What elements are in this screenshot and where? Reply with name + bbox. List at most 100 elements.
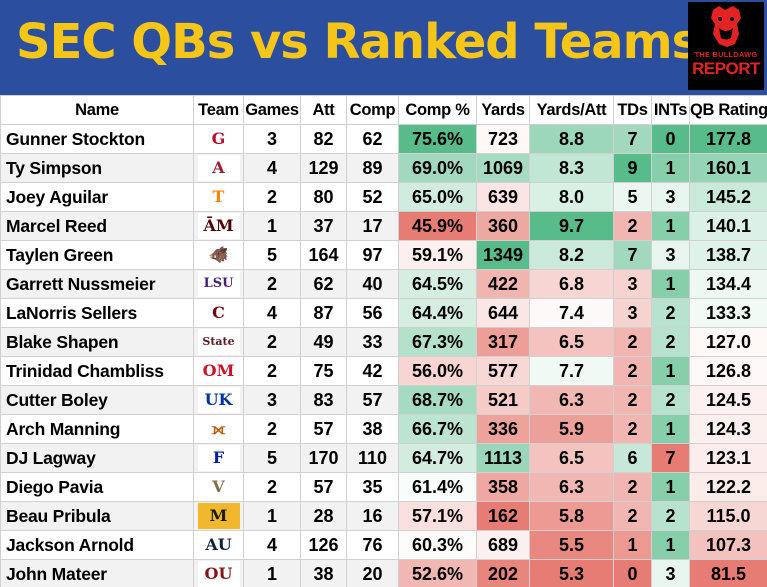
stat-yards: 521 [476, 385, 530, 415]
logo-line1: THE BULLDAWG [694, 50, 758, 59]
texas-am-icon: ĀM [197, 213, 240, 239]
column-header: Comp % [398, 95, 477, 125]
stat-yards: 336 [476, 414, 530, 444]
stat-att: 37 [300, 211, 347, 241]
table-row: Jackson Arnold AU 4 126 76 60.3% 689 5.5 1 1 107.3 [0, 530, 767, 560]
stat-ints: 2 [651, 501, 690, 531]
stat-att: 75 [300, 356, 347, 386]
stat-ypa: 5.3 [529, 559, 614, 587]
stat-tds: 7 [613, 124, 652, 154]
stat-ints: 1 [651, 414, 690, 444]
page-title: SEC QBs vs Ranked Teams [16, 14, 700, 70]
stat-ints: 2 [651, 385, 690, 415]
stat-comp-pct: 67.3% [398, 327, 477, 357]
column-header: Name [0, 95, 194, 125]
florida-gator-icon: F [197, 445, 240, 471]
player-name: DJ Lagway [0, 443, 194, 473]
stat-comp: 76 [346, 530, 399, 560]
stat-comp: 17 [346, 211, 399, 241]
stat-games: 2 [243, 269, 301, 299]
stat-rating: 127.0 [689, 327, 767, 357]
team-logo-cell: G [193, 124, 244, 154]
stat-comp-pct: 66.7% [398, 414, 477, 444]
stat-comp-pct: 64.5% [398, 269, 477, 299]
stat-comp: 38 [346, 414, 399, 444]
player-name: Marcel Reed [0, 211, 194, 241]
stat-comp: 52 [346, 182, 399, 212]
stat-tds: 3 [613, 269, 652, 299]
team-logo-cell: AU [193, 530, 244, 560]
auburn-au-icon: AU [197, 532, 240, 558]
texas-longhorn-icon: ⟗ [197, 416, 240, 442]
stat-ypa: 6.3 [529, 472, 614, 502]
team-logo-cell: OM [193, 356, 244, 386]
stat-comp-pct: 56.0% [398, 356, 477, 386]
stat-games: 3 [243, 385, 301, 415]
stat-yards: 1349 [476, 240, 530, 270]
stat-rating: 160.1 [689, 153, 767, 183]
table-row: Gunner Stockton G 3 82 62 75.6% 723 8.8 7 0 177.8 [0, 124, 767, 154]
stat-yards: 1113 [476, 443, 530, 473]
stat-rating: 124.3 [689, 414, 767, 444]
stat-tds: 0 [613, 559, 652, 587]
stat-comp: 33 [346, 327, 399, 357]
stat-rating: 177.8 [689, 124, 767, 154]
team-logo-cell: C [193, 298, 244, 328]
stat-tds: 2 [613, 327, 652, 357]
stat-comp-pct: 65.0% [398, 182, 477, 212]
table-row: Diego Pavia V 2 57 35 61.4% 358 6.3 2 1 122.2 [0, 472, 767, 502]
stat-att: 164 [300, 240, 347, 270]
stat-yards: 644 [476, 298, 530, 328]
stat-comp: 42 [346, 356, 399, 386]
player-name: Jackson Arnold [0, 530, 194, 560]
alabama-a-icon: A [197, 155, 240, 181]
stat-ypa: 7.4 [529, 298, 614, 328]
stat-games: 5 [243, 443, 301, 473]
stat-ints: 0 [651, 124, 690, 154]
stat-games: 4 [243, 298, 301, 328]
stat-games: 1 [243, 559, 301, 587]
table-row: Garrett Nussmeier LSU 2 62 40 64.5% 422 6.8 3 1 13… [0, 269, 767, 299]
stat-comp: 97 [346, 240, 399, 270]
stat-ypa: 8.8 [529, 124, 614, 154]
stat-yards: 317 [476, 327, 530, 357]
stat-att: 87 [300, 298, 347, 328]
stat-comp-pct: 69.0% [398, 153, 477, 183]
stat-yards: 422 [476, 269, 530, 299]
arkansas-hog-icon: 🐗 [197, 242, 240, 268]
stat-ypa: 5.8 [529, 501, 614, 531]
table-row: John Mateer OU 1 38 20 52.6% 202 5.3 0 3 81.5 [0, 559, 767, 587]
table-row: LaNorris Sellers C 4 87 56 64.4% 644 7.4 3 2 133.3 [0, 298, 767, 328]
stat-ints: 1 [651, 356, 690, 386]
table-row: Arch Manning ⟗ 2 57 38 66.7% 336 5.9 2 1 124.3 [0, 414, 767, 444]
column-header: Games [243, 95, 301, 125]
stat-yards: 360 [476, 211, 530, 241]
qb-stats-table: Name Team Games Att Comp Comp % Yards Yards/Att… [0, 95, 767, 587]
stat-games: 5 [243, 240, 301, 270]
stat-ypa: 5.5 [529, 530, 614, 560]
player-name: Blake Shapen [0, 327, 194, 357]
column-header: Comp [346, 95, 399, 125]
stat-yards: 1069 [476, 153, 530, 183]
player-name: Taylen Green [0, 240, 194, 270]
table-row: Taylen Green 🐗 5 164 97 59.1% 1349 8.2 7 3 138.7 [0, 240, 767, 270]
stat-comp: 35 [346, 472, 399, 502]
stat-games: 2 [243, 472, 301, 502]
vanderbilt-v-icon: V [197, 474, 240, 500]
player-name: Arch Manning [0, 414, 194, 444]
table-row: Cutter Boley UK 3 83 57 68.7% 521 6.3 2 2 124.5 [0, 385, 767, 415]
team-logo-cell: F [193, 443, 244, 473]
stat-ypa: 9.7 [529, 211, 614, 241]
stat-ints: 1 [651, 269, 690, 299]
stat-tds: 2 [613, 211, 652, 241]
stat-tds: 5 [613, 182, 652, 212]
stat-ypa: 6.3 [529, 385, 614, 415]
header-banner: SEC QBs vs Ranked Teams THE BULLDAWG REP… [0, 0, 767, 95]
stat-comp: 89 [346, 153, 399, 183]
stat-ypa: 8.3 [529, 153, 614, 183]
stat-tds: 2 [613, 472, 652, 502]
stat-ypa: 6.5 [529, 443, 614, 473]
column-header: TDs [613, 95, 652, 125]
table-body: Gunner Stockton G 3 82 62 75.6% 723 8.8 7 0 177.8 T… [0, 124, 767, 587]
stat-games: 2 [243, 414, 301, 444]
